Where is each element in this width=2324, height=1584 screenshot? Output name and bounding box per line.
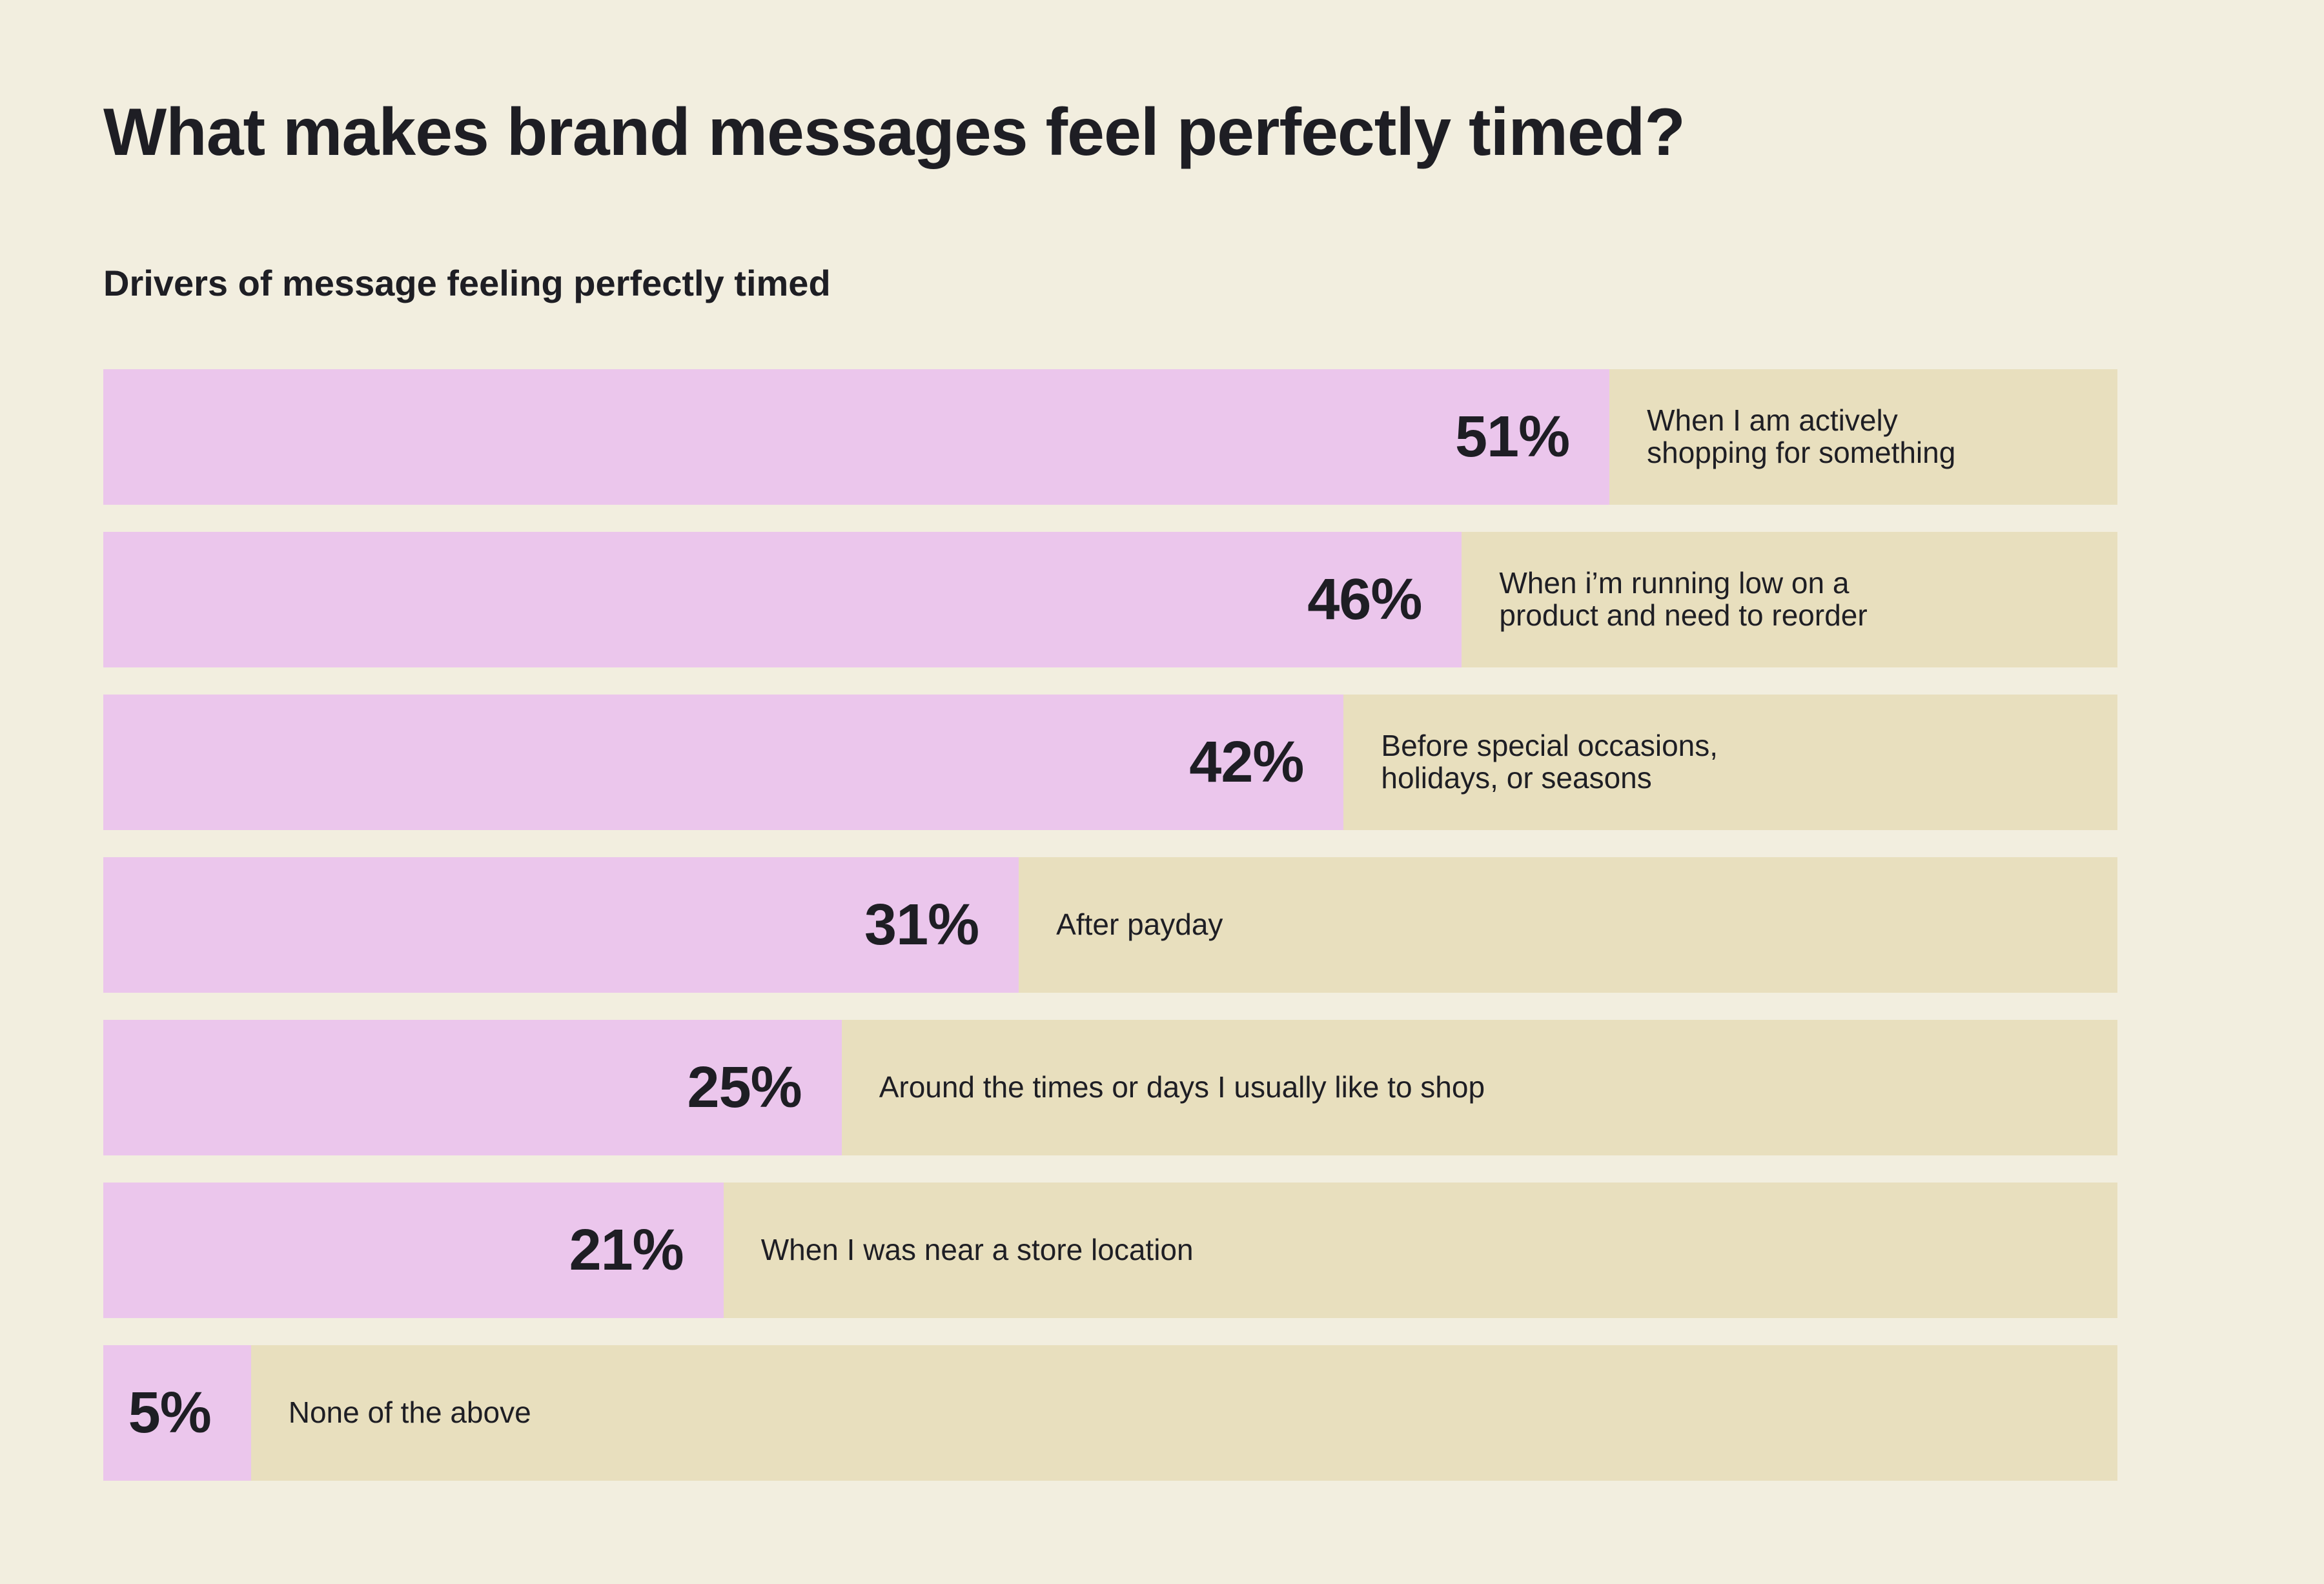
bar-row: 31% After payday [103, 857, 2117, 993]
bar-category-label: When I was near a store location [760, 1233, 1194, 1267]
bar-category-label: Before special occasions, holidays, or s… [1381, 729, 1718, 795]
bar [103, 532, 1462, 667]
bar-category-label: When i’m running low on a product and ne… [1499, 566, 1868, 632]
bar-value-label: 31% [864, 892, 979, 957]
bar [103, 695, 1344, 830]
bar-value-label: 51% [1454, 404, 1570, 469]
bar-row: 25% Around the times or days I usually li… [103, 1020, 2117, 1155]
bar-category-label: After payday [1056, 908, 1223, 942]
bar-value-label: 25% [687, 1055, 802, 1120]
chart-subtitle: Drivers of message feeling perfectly tim… [103, 263, 831, 303]
bar-row: 46% When i’m running low on a product and… [103, 532, 2117, 667]
bar-row: 21% When I was near a store location [103, 1183, 2117, 1318]
bar-value-label: 21% [569, 1217, 684, 1283]
bar [103, 1020, 842, 1155]
bar [103, 1183, 724, 1318]
bar [103, 369, 1610, 505]
bar-chart: 51% When I am actively shopping for somet… [103, 369, 2117, 1481]
bar-category-label: When I am actively shopping for somethin… [1647, 403, 1956, 469]
bar-category-label: Around the times or days I usually like … [879, 1070, 1485, 1104]
bar [103, 1345, 251, 1481]
bar-value-label: 5% [128, 1380, 212, 1445]
chart-title: What makes brand messages feel perfectly… [103, 95, 1686, 170]
bar-category-label: None of the above [288, 1396, 531, 1430]
bar-row: 51% When I am actively shopping for somet… [103, 369, 2117, 505]
bar-value-label: 42% [1189, 729, 1304, 795]
bar-row: 5% None of the above [103, 1345, 2117, 1481]
bar-row: 42% Before special occasions, holidays, o… [103, 695, 2117, 830]
bar [103, 857, 1019, 993]
bar-value-label: 46% [1307, 567, 1422, 632]
